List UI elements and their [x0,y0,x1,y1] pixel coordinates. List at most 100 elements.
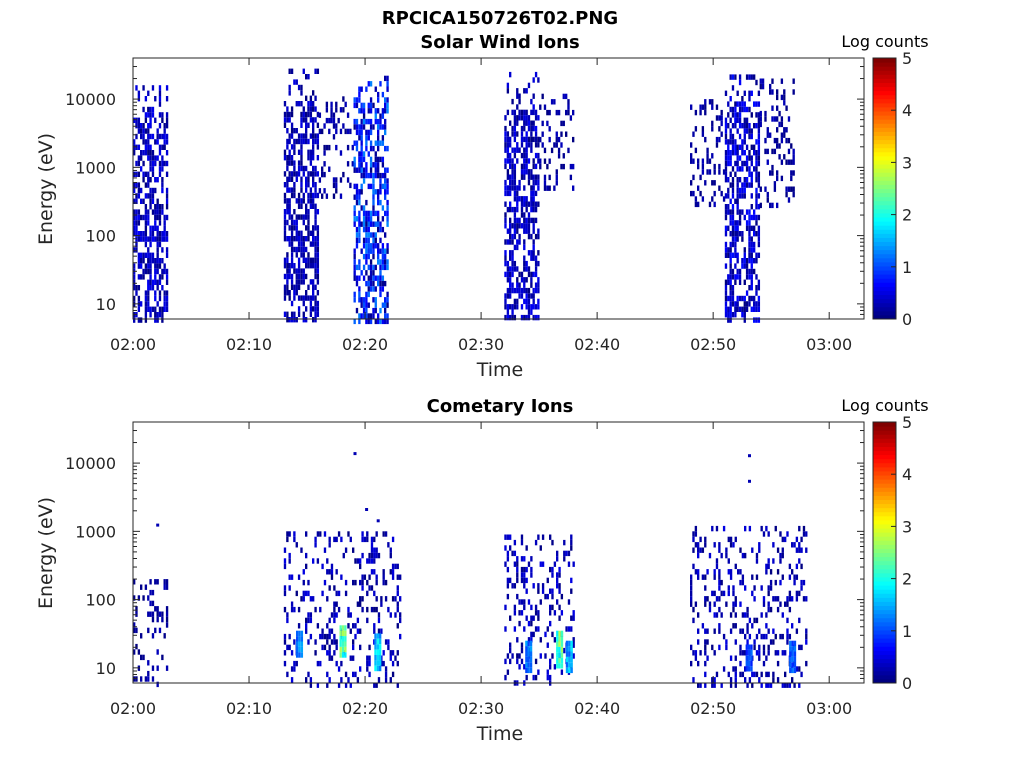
heatmap-cell [133,317,136,323]
heatmap-cell [288,203,291,209]
heatmap-cell [738,123,742,129]
heatmap-cell [144,252,148,258]
heatmap-cell [722,590,726,597]
heatmap-cell [158,85,162,91]
heatmap-cell [734,279,737,285]
heatmap-cell [297,171,301,177]
heatmap-cell [690,180,693,186]
heatmap-cell [379,221,382,227]
heatmap-cell [283,650,287,656]
heatmap-cell [358,210,361,217]
heatmap-cell [147,670,150,677]
heatmap-cell [305,122,308,128]
heatmap-cell [161,155,164,161]
heatmap-cell [140,258,143,264]
heatmap-cell [335,182,338,189]
heatmap-cell [520,163,524,170]
heatmap-cell [384,307,387,314]
heatmap-cell [780,132,784,138]
colorbar-step [873,278,896,283]
heatmap-cell [314,606,317,613]
heatmap-cell [793,579,796,586]
heatmap-cell [156,247,159,253]
heatmap-cell [513,174,517,180]
heatmap-cell [734,171,737,177]
heatmap-cell [337,666,341,672]
heatmap-cell [302,192,305,199]
heatmap-cell [785,159,788,165]
colorbar-step [873,78,896,83]
heatmap-cell [316,268,320,274]
heatmap-hotspot [374,655,377,661]
heatmap-cell [527,298,531,305]
heatmap-cell [548,126,551,132]
heatmap-cell [504,217,507,224]
heatmap-cell [718,644,721,651]
heatmap-cell [805,547,808,553]
heatmap-cell [569,163,573,170]
colorbar-step [873,654,896,660]
heatmap-cell [509,136,512,143]
heatmap-cell [293,268,296,274]
heatmap-cell [711,126,714,132]
heatmap-cell [513,304,517,310]
heatmap-cell [337,682,341,688]
heatmap-cell [534,260,538,267]
heatmap-cell [734,123,737,129]
heatmap-cell [321,128,324,135]
heatmap-cell [135,241,138,248]
heatmap-cell [711,677,714,683]
heatmap-cell [147,306,150,312]
heatmap-cell [355,183,359,190]
heatmap-cell [372,270,375,276]
heatmap-cell [729,231,732,237]
heatmap-cell [746,639,749,645]
heatmap-cell [731,193,735,199]
heatmap-cell [316,144,320,150]
heatmap-cell [706,169,709,175]
heatmap-cell [293,236,296,242]
heatmap-cell [140,133,143,140]
heatmap-cell [787,148,791,155]
heatmap-cell [744,633,747,640]
heatmap-cell [300,596,303,602]
heatmap-hotspot [296,646,299,653]
heatmap-cell [372,253,375,260]
heatmap-cell [365,226,368,233]
heatmap-cell [741,144,744,150]
heatmap-cell [727,101,730,107]
heatmap-cell [729,285,732,291]
heatmap-cell [147,263,150,269]
heatmap-cell [758,644,761,651]
heatmap-cell [135,247,138,253]
heatmap-cell [314,241,317,247]
heatmap-cell [290,230,294,236]
heatmap-cell [767,682,770,688]
heatmap-cell [546,593,549,600]
heatmap-cell [541,588,545,594]
heatmap-cell [758,547,761,553]
heatmap-cell [156,155,159,161]
heatmap-cell [798,682,801,688]
heatmap-cell [699,650,702,656]
heatmap-cell [731,112,735,118]
heatmap-cell [374,237,377,244]
heatmap-cell [133,676,136,682]
heatmap-cell [372,172,375,179]
heatmap-cell [140,252,143,258]
heatmap-cell [690,590,693,597]
heatmap-cell [724,90,728,96]
heatmap-cell [319,606,322,613]
heatmap-cell [312,155,315,161]
heatmap-cell [750,279,753,285]
heatmap-cell [305,117,308,123]
heatmap-cell [158,295,162,302]
heatmap-cell [743,150,746,156]
heatmap-cell [360,270,363,276]
heatmap-cell [161,144,164,150]
heatmap-cell [743,139,746,145]
heatmap-cell [358,91,361,98]
heatmap-cell [793,542,796,548]
heatmap-cell [316,133,320,139]
heatmap-hotspot [750,649,753,656]
